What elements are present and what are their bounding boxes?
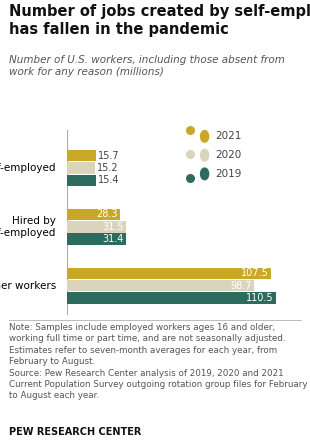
Text: Note: Samples include employed workers ages 16 and older,
working full time or p: Note: Samples include employed workers a… [9,323,308,401]
Text: 2021: 2021 [215,131,242,141]
Bar [67,150,96,161]
Bar [67,280,254,291]
Bar [67,292,276,304]
Bar [67,221,126,232]
Bar [67,233,126,245]
Text: PEW RESEARCH CENTER: PEW RESEARCH CENTER [9,427,142,437]
Point [188,150,193,157]
Text: 15.2: 15.2 [97,163,119,173]
Bar [67,209,120,220]
Text: 28.3: 28.3 [96,210,118,219]
Bar [67,174,96,186]
Text: Number of U.S. workers, including those absent from
work for any reason (million: Number of U.S. workers, including those … [9,55,285,77]
Text: Number of jobs created by self-employed
has fallen in the pandemic: Number of jobs created by self-employed … [9,4,310,37]
Text: 98.7: 98.7 [230,281,252,291]
Text: 107.5: 107.5 [241,268,268,278]
Text: 31.5: 31.5 [103,222,124,232]
Text: 2019: 2019 [215,169,242,179]
Bar [67,162,95,173]
Point [188,174,193,181]
Text: 15.4: 15.4 [98,175,119,185]
Text: 31.4: 31.4 [103,234,124,244]
Text: 2020: 2020 [215,150,242,160]
Text: 15.7: 15.7 [98,151,120,160]
Point [188,126,193,133]
Bar [67,268,271,279]
Text: 110.5: 110.5 [246,293,274,303]
